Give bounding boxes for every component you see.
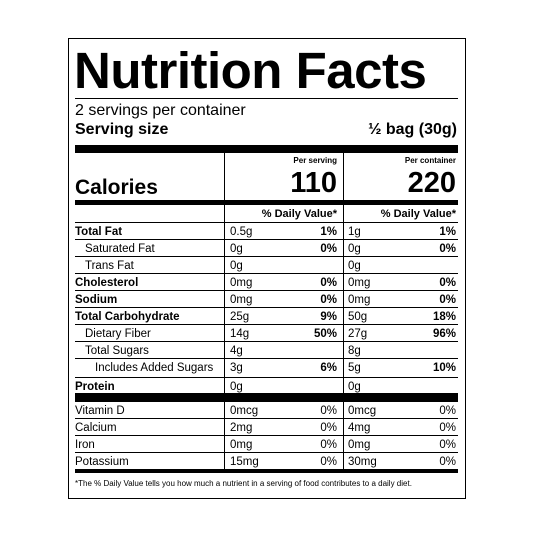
- rule: [75, 358, 458, 359]
- label-border: [68, 38, 466, 499]
- rule: [75, 469, 458, 470]
- dv-header: % Daily Value*: [380, 208, 456, 220]
- amount: 0mcg: [230, 405, 259, 417]
- amount: 2mg: [230, 422, 253, 434]
- amount: 0g: [348, 381, 361, 393]
- daily-value: 0%: [439, 439, 456, 451]
- amount: 5g: [348, 362, 361, 374]
- rule: [75, 200, 458, 205]
- nutrient-name: Vitamin D: [75, 405, 125, 417]
- daily-value: 0%: [439, 277, 456, 289]
- nutrient-name: Saturated Fat: [85, 243, 155, 255]
- amount: 0g: [348, 243, 361, 255]
- amount: 0mg: [348, 294, 371, 306]
- amount: 1g: [348, 226, 361, 238]
- amount: 14g: [230, 328, 250, 340]
- servings: 2 servings per container: [75, 102, 246, 119]
- rule: [75, 256, 458, 257]
- rule: [75, 393, 458, 402]
- rule: [75, 435, 458, 436]
- rule: [75, 145, 458, 153]
- rule: [75, 324, 458, 325]
- rule: [75, 98, 458, 99]
- amount: 30mg: [348, 456, 377, 468]
- amount: 15mg: [230, 456, 259, 468]
- rule: [75, 418, 458, 419]
- rule: [75, 452, 458, 453]
- amount: 4g: [230, 345, 243, 357]
- nutrient-name: Potassium: [75, 456, 129, 468]
- rule: [75, 290, 458, 291]
- daily-value: 0%: [320, 243, 337, 255]
- amount: 3g: [230, 362, 243, 374]
- amount: 50g: [348, 311, 368, 323]
- daily-value: 10%: [432, 362, 456, 374]
- nutrient-name: Total Sugars: [85, 345, 149, 357]
- amount: 0mcg: [348, 405, 377, 417]
- daily-value: 0%: [439, 456, 456, 468]
- serving-size: ½ bag (30g): [368, 121, 457, 138]
- daily-value: 0%: [320, 294, 337, 306]
- title: Nutrition Facts: [74, 42, 427, 99]
- daily-value: 0%: [320, 277, 337, 289]
- rule: [75, 341, 458, 342]
- daily-value: 0%: [439, 422, 456, 434]
- column-header: Per container: [404, 156, 456, 165]
- daily-value: 0%: [320, 456, 337, 468]
- amount: 25g: [230, 311, 250, 323]
- amount: 0g: [230, 260, 243, 272]
- amount: 0mg: [230, 294, 253, 306]
- daily-value: 0%: [439, 405, 456, 417]
- calories-value: 110: [290, 167, 337, 199]
- nutrient-name: Includes Added Sugars: [95, 362, 214, 374]
- daily-value: 0%: [439, 294, 456, 306]
- dv-header: % Daily Value*: [261, 208, 337, 220]
- column-header: Per serving: [293, 156, 337, 165]
- nutrient-name: Trans Fat: [85, 260, 134, 272]
- daily-value: 96%: [432, 328, 456, 340]
- footnote: *The % Daily Value tells you how much a …: [75, 479, 412, 488]
- rule: [75, 307, 458, 308]
- daily-value: 0%: [320, 405, 337, 417]
- serving-size-label: Serving size: [75, 121, 169, 138]
- calories-value: 220: [407, 167, 456, 199]
- daily-value: 1%: [439, 226, 456, 238]
- amount: 0g: [348, 260, 361, 272]
- daily-value: 1%: [320, 226, 337, 238]
- amount: 0mg: [348, 439, 371, 451]
- calories-label: Calories: [75, 176, 158, 199]
- nutrient-name: Total Carbohydrate: [75, 311, 180, 323]
- daily-value: 6%: [320, 362, 337, 374]
- nutrient-name: Iron: [75, 439, 95, 451]
- amount: 0mg: [230, 439, 253, 451]
- daily-value: 0%: [320, 439, 337, 451]
- amount: 0.5g: [230, 226, 253, 238]
- amount: 4mg: [348, 422, 371, 434]
- nutrient-name: Protein: [75, 381, 115, 393]
- amount: 27g: [348, 328, 368, 340]
- daily-value: 9%: [320, 311, 337, 323]
- amount: 0g: [230, 381, 243, 393]
- nutrient-name: Calcium: [75, 422, 117, 434]
- amount: 0mg: [348, 277, 371, 289]
- nutrient-name: Dietary Fiber: [85, 328, 151, 340]
- rule: [75, 470, 458, 473]
- daily-value: 0%: [320, 422, 337, 434]
- amount: 0g: [230, 243, 243, 255]
- rule: [75, 222, 458, 223]
- rule: [224, 153, 225, 470]
- amount: 0mg: [230, 277, 253, 289]
- nutrient-name: Total Fat: [75, 226, 123, 238]
- daily-value: 0%: [439, 243, 456, 255]
- rule: [75, 273, 458, 274]
- rule: [343, 153, 344, 470]
- rule: [75, 377, 458, 378]
- daily-value: 50%: [313, 328, 337, 340]
- daily-value: 18%: [432, 311, 456, 323]
- nutrient-name: Cholesterol: [75, 277, 139, 289]
- amount: 8g: [348, 345, 361, 357]
- nutrient-name: Sodium: [75, 294, 118, 306]
- rule: [75, 239, 458, 240]
